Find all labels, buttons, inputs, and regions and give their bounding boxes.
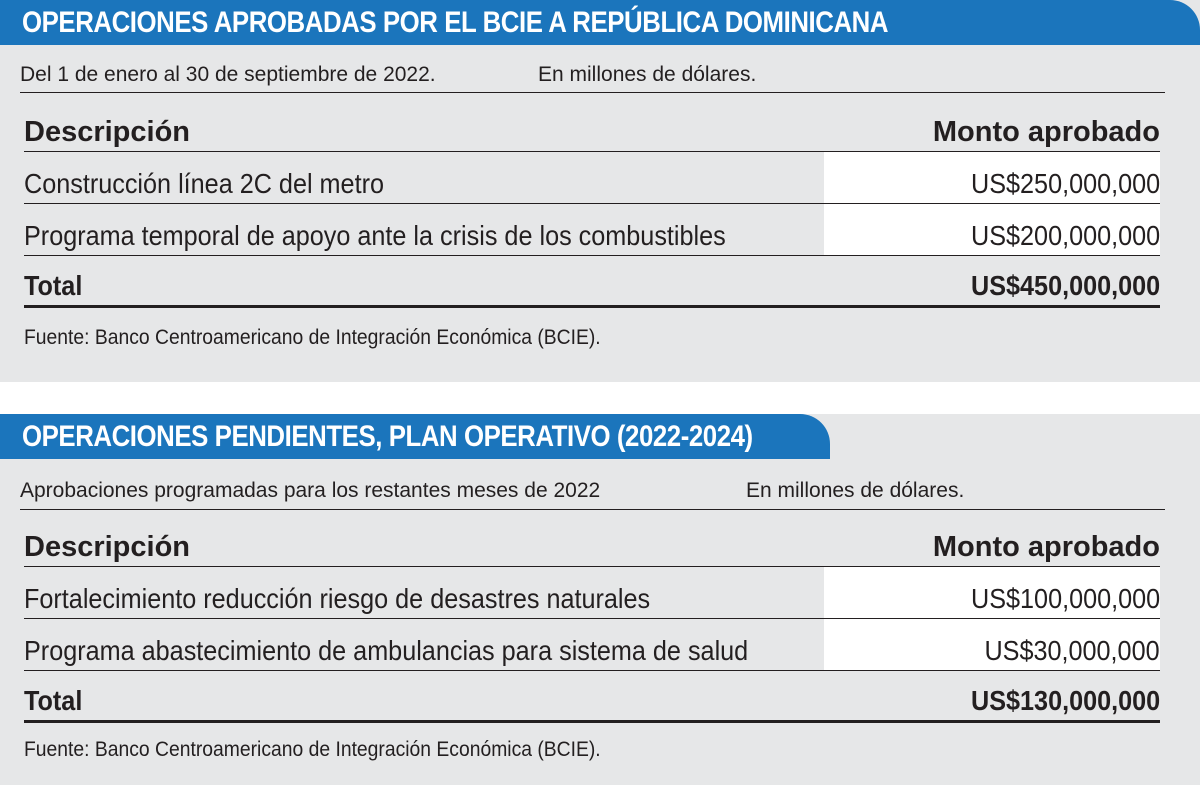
table-header-row: Descripción Monto aprobado — [24, 515, 1160, 567]
header-description: Descripción — [24, 116, 190, 148]
total-amount: US$130,000,000 — [970, 685, 1160, 716]
row-description: Construcción línea 2C del metro — [24, 168, 384, 199]
table-total-row: Total US$450,000,000 — [24, 256, 1160, 308]
row-description: Programa abastecimiento de ambulancias p… — [24, 635, 749, 666]
period-text: Aprobaciones programadas para los restan… — [20, 479, 601, 502]
panel-title-banner: OPERACIONES PENDIENTES, PLAN OPERATIVO (… — [0, 414, 830, 459]
operations-table: Descripción Monto aprobado Construcción … — [24, 100, 1160, 308]
table-total-row: Total US$130,000,000 — [24, 671, 1160, 723]
table-header-row: Descripción Monto aprobado — [24, 100, 1160, 152]
subtitle-line: Del 1 de enero al 30 de septiembre de 20… — [20, 60, 1170, 90]
amount-cell-background — [824, 152, 1160, 203]
operations-table: Descripción Monto aprobado Fortalecimien… — [24, 515, 1160, 723]
total-label: Total — [24, 685, 83, 716]
header-amount: Monto aprobado — [932, 116, 1160, 148]
row-description: Programa temporal de apoyo ante la crisi… — [24, 220, 726, 251]
header-amount: Monto aprobado — [932, 531, 1160, 563]
row-description: Fortalecimiento reducción riesgo de desa… — [24, 583, 651, 614]
approved-operations-panel: OPERACIONES APROBADAS POR EL BCIE A REPÚ… — [0, 0, 1200, 382]
total-amount: US$450,000,000 — [970, 270, 1160, 301]
row-amount: US$200,000,000 — [970, 220, 1160, 251]
pending-operations-panel: OPERACIONES PENDIENTES, PLAN OPERATIVO (… — [0, 414, 1200, 785]
panel-title: OPERACIONES PENDIENTES, PLAN OPERATIVO (… — [22, 420, 753, 453]
amount-cell-background — [824, 619, 1160, 670]
subtitle-rule — [20, 92, 1165, 93]
header-description: Descripción — [24, 531, 190, 563]
table-row: Fortalecimiento reducción riesgo de desa… — [24, 567, 1160, 619]
units-text: En millones de dólares. — [538, 63, 757, 86]
units-text: En millones de dólares. — [746, 479, 965, 502]
panel-title: OPERACIONES APROBADAS POR EL BCIE A REPÚ… — [22, 6, 889, 39]
period-text: Del 1 de enero al 30 de septiembre de 20… — [20, 63, 436, 86]
table-row: Programa abastecimiento de ambulancias p… — [24, 619, 1160, 671]
row-amount: US$30,000,000 — [984, 635, 1160, 666]
amount-cell-background — [824, 567, 1160, 618]
row-amount: US$250,000,000 — [970, 168, 1160, 199]
subtitle-line: Aprobaciones programadas para los restan… — [20, 476, 1170, 506]
table-row: Programa temporal de apoyo ante la crisi… — [24, 204, 1160, 256]
panel-title-banner: OPERACIONES APROBADAS POR EL BCIE A REPÚ… — [0, 0, 1200, 45]
row-amount: US$100,000,000 — [970, 583, 1160, 614]
total-label: Total — [24, 270, 83, 301]
subtitle-rule — [20, 509, 1165, 510]
source-note: Fuente: Banco Centroamericano de Integra… — [24, 326, 601, 349]
amount-cell-background — [824, 204, 1160, 255]
table-row: Construcción línea 2C del metro US$250,0… — [24, 152, 1160, 204]
source-note: Fuente: Banco Centroamericano de Integra… — [24, 738, 601, 761]
